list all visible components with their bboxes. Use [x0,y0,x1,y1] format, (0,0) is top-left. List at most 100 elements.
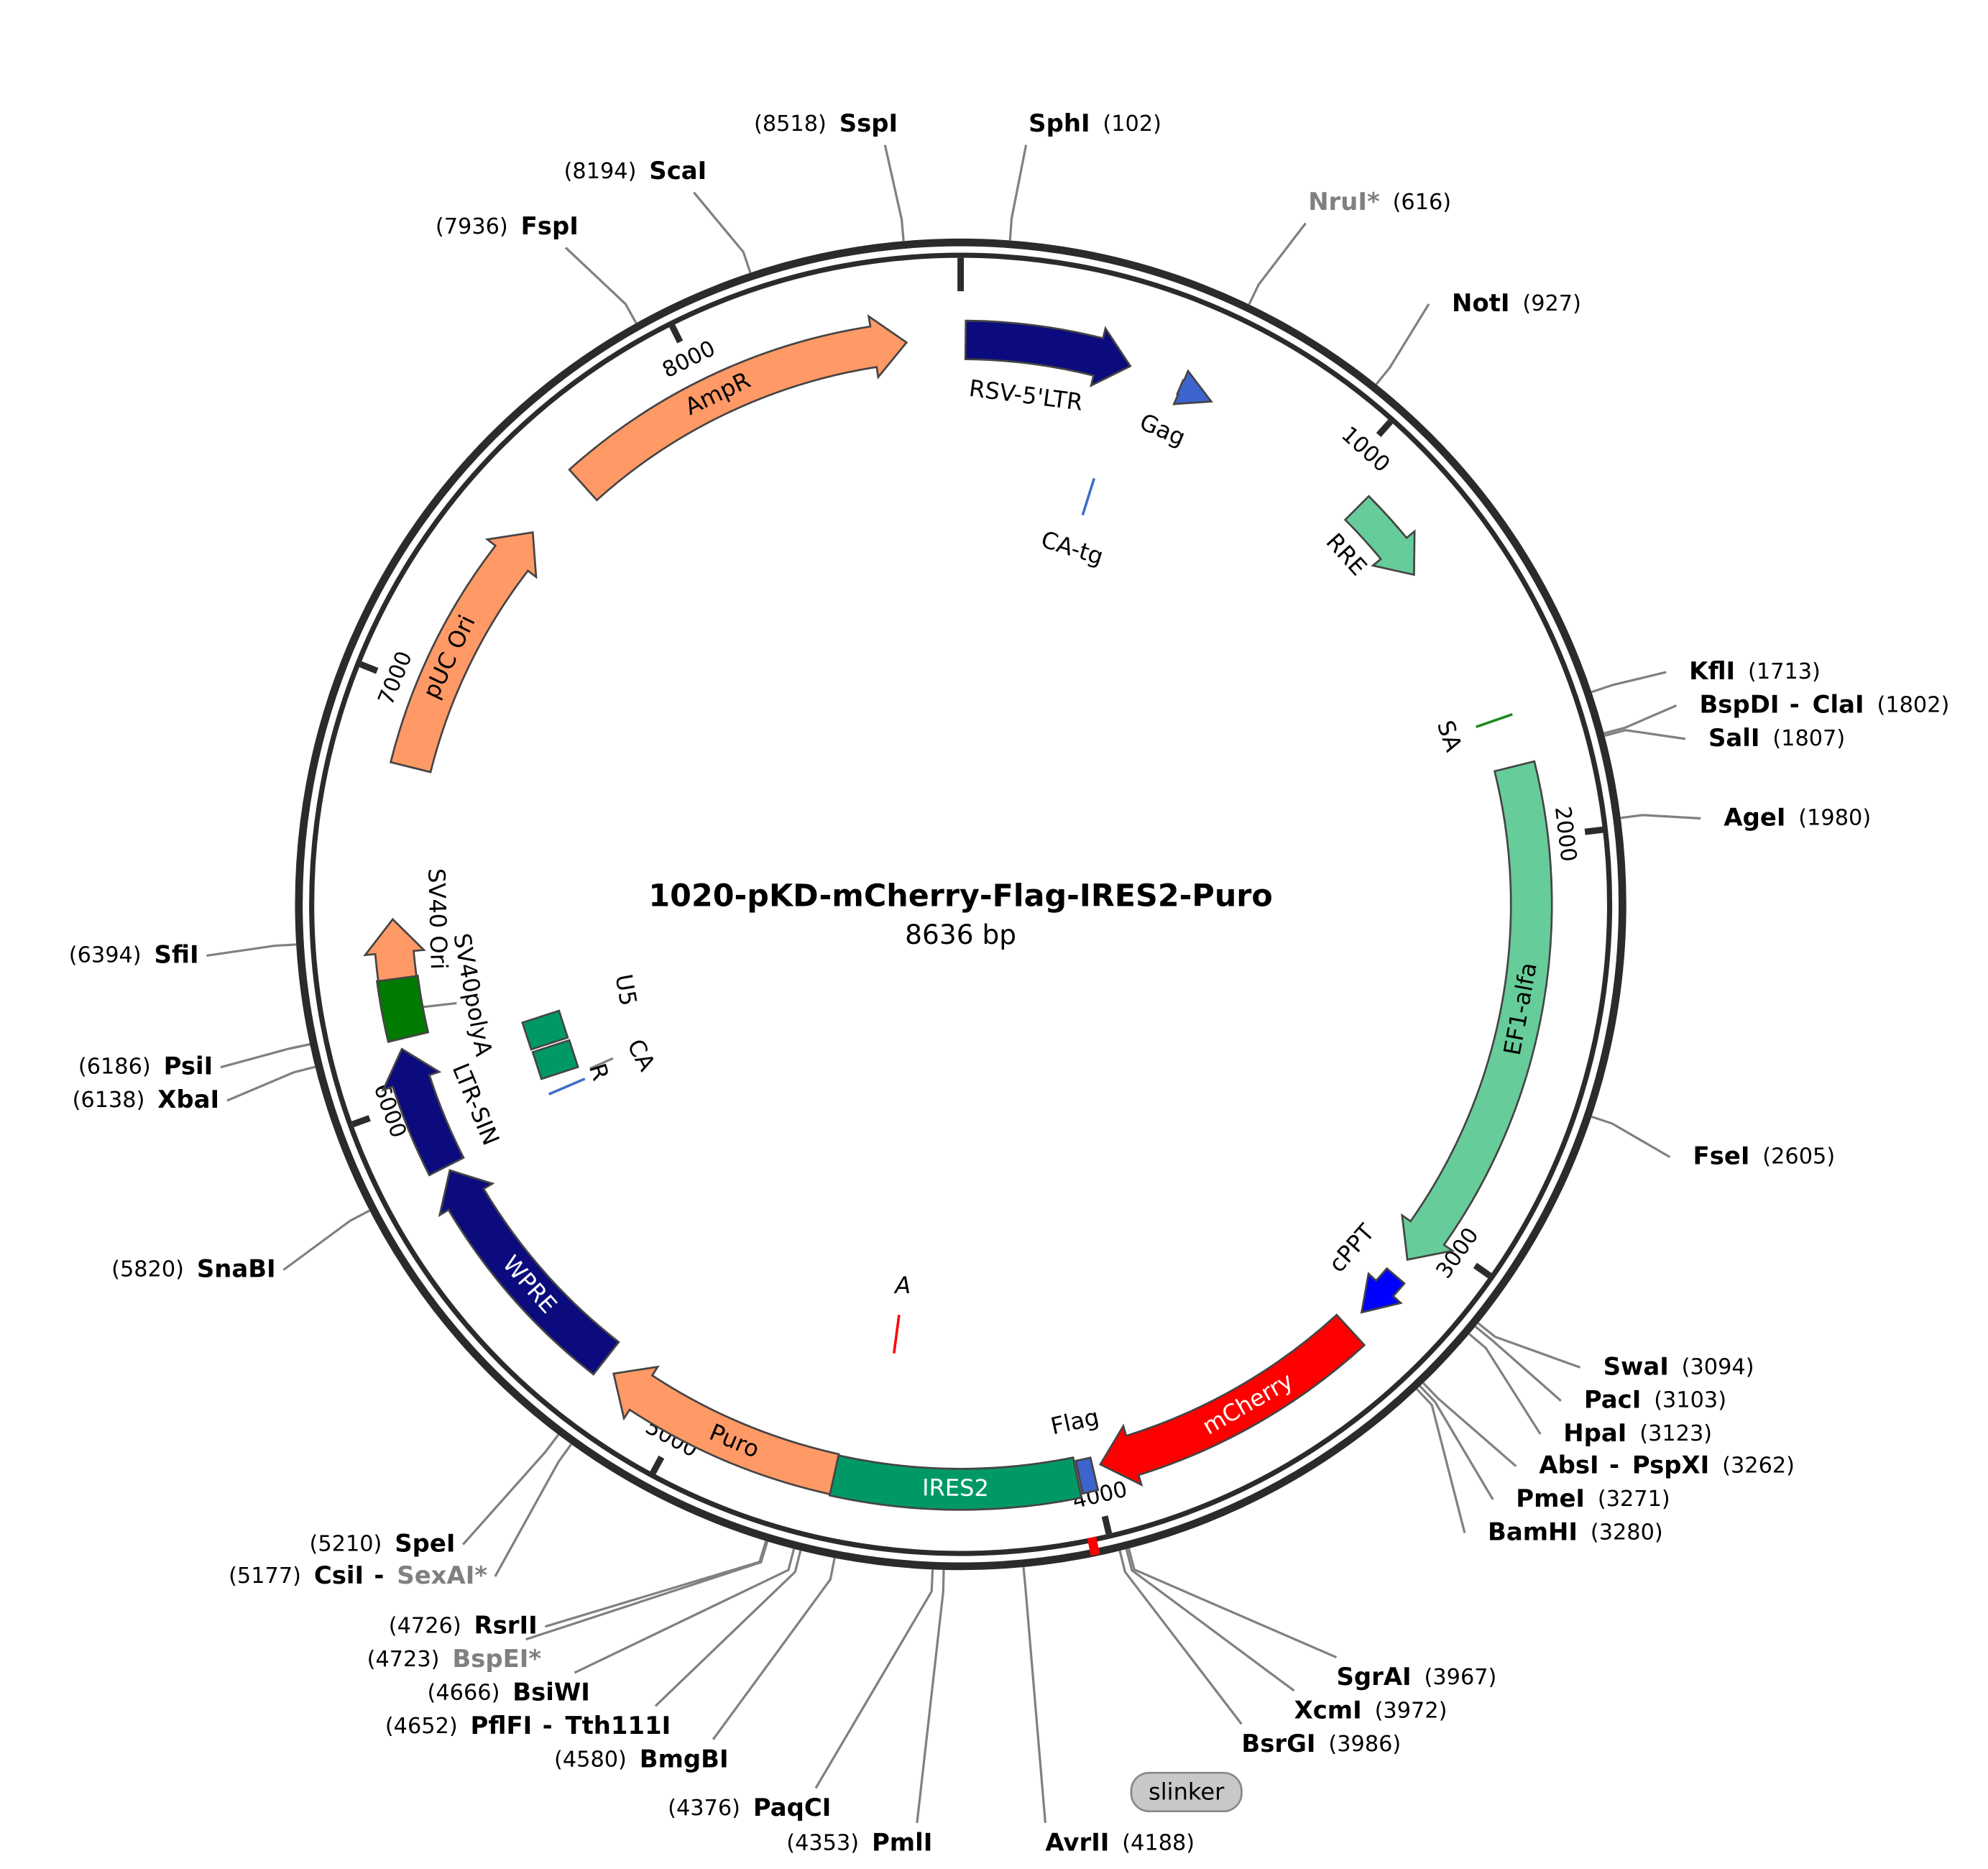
feature-label: Flag [1048,1403,1101,1441]
site-line [883,144,905,242]
site-position: (1713) [1748,659,1821,684]
site-line [494,1443,572,1577]
site-label: NotI (927) [1452,288,1581,316]
site-label: SalI (1807) [1708,723,1845,751]
site-label: (6138) XbaI [73,1085,220,1113]
site-position: (3094) [1682,1354,1754,1379]
site-label: NruI* (616) [1308,187,1451,215]
site-label: BamHI (3280) [1488,1517,1663,1546]
site-label: (5210) SpeI [310,1529,456,1557]
outer-ring [295,238,1626,1571]
feature-mark [1476,713,1513,728]
site-position: (4652) [385,1713,458,1738]
site-label: SwaI (3094) [1603,1352,1754,1380]
site-line [462,1433,560,1546]
site-position: (4376) [668,1796,740,1821]
site-label: SphI (102) [1028,109,1161,137]
feature-arrow [389,531,538,773]
feature-arrow [568,314,908,502]
site-position: (4188) [1122,1830,1195,1855]
site-name: SalI [1708,723,1760,751]
site-name: HpaI [1563,1419,1626,1447]
feature-arrow [612,1365,840,1496]
site-name: SgrAI [1336,1663,1411,1691]
tick-label: 2000 [1550,805,1581,863]
site-name: PmlI [872,1828,932,1856]
site-position: (3280) [1591,1520,1663,1545]
feature-mark [1081,477,1096,516]
site-line [1604,729,1686,740]
feature-label: U5 [610,972,643,1008]
site-position: (8194) [564,159,637,184]
feature-label: IRES2 [922,1474,989,1502]
site-position: (3103) [1654,1387,1726,1413]
site-label: SgrAI (3967) [1336,1663,1496,1691]
site-line [1474,1326,1562,1402]
site-line [1125,1548,1295,1692]
site-name: FspI [521,211,579,239]
site-label: AbsI - PspXI (3262) [1539,1451,1795,1479]
feature-tag [1130,1771,1243,1813]
site-name: SphI [1028,109,1090,137]
tick-mark [351,1115,371,1128]
site-separator: - [543,1711,553,1739]
site-name: PaqCI [753,1794,832,1822]
site-name: SwaI [1603,1352,1669,1380]
site-label: (4726) RsrII [389,1611,538,1639]
site-name: ClaI [1813,690,1864,718]
site-name: XbaI [157,1085,219,1113]
site-position: (4666) [428,1680,500,1705]
site-line [1591,671,1667,694]
site-name: SfiI [154,940,198,968]
site-position: (4726) [389,1613,461,1638]
site-position: (1980) [1798,805,1871,830]
site-label: (4580) BmgBI [554,1745,729,1773]
feature-arrow [964,319,1132,387]
site-name: ScaI [649,157,707,185]
site-line [1127,1548,1338,1659]
connector [589,1057,614,1070]
site-name: Tth111I [565,1711,671,1739]
feature-arrow [1074,1456,1100,1495]
feature-label: A [893,1272,911,1299]
site-line [1416,1388,1466,1533]
feature-label: LTR-SIN [447,1060,505,1149]
site-label: BsrGI (3986) [1241,1729,1401,1757]
site-line [564,247,638,324]
site-name: SpeI [395,1529,455,1557]
site-label: (5177) CsiI - SexAI* [229,1561,487,1589]
site-line [282,1209,371,1271]
feature-label: Gag [1136,408,1189,451]
site-name: PacI [1584,1385,1642,1413]
site-label: PacI (3103) [1584,1385,1726,1413]
site-position: (102) [1103,111,1161,137]
tick-mark [669,324,684,344]
site-line [1477,1322,1581,1369]
site-name: NotI [1452,288,1509,316]
site-separator: - [374,1561,384,1589]
connector [423,1001,457,1009]
feature-arrow [375,974,430,1043]
site-position: (3967) [1425,1665,1497,1690]
site-label: (4652) PflFI - Tth111I [385,1711,671,1739]
feature-label: CA [622,1034,661,1075]
feature-box [521,1009,569,1051]
site-position: (8518) [754,111,827,137]
site-line [220,1043,310,1069]
site-label: (6186) PsiI [78,1052,213,1080]
site-position: (3986) [1328,1731,1401,1756]
site-name: BspEI* [452,1645,541,1673]
site-name: BamHI [1488,1517,1578,1546]
tick-mark [359,661,379,674]
tick-mark [1584,826,1603,835]
site-label: (5820) SnaBI [111,1254,276,1282]
site-line [1422,1382,1517,1467]
feature-label: cPPT [1323,1218,1380,1277]
site-label: (7936) FspI [436,211,579,239]
feature-arrow [363,917,426,983]
site-line [654,1550,802,1707]
site-line [1008,144,1028,241]
site-name: SspI [839,109,898,137]
tick-mark [1101,1515,1113,1535]
feature-arrow [1099,1313,1366,1487]
